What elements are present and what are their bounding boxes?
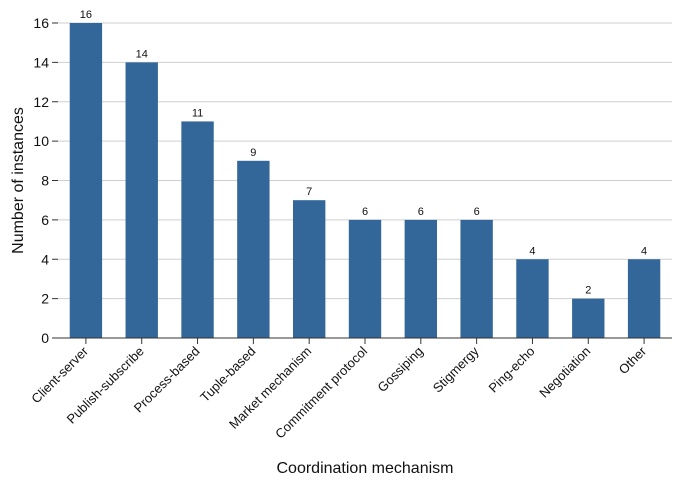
bar <box>125 62 158 338</box>
bar <box>460 219 493 338</box>
x-tick-label: Tuple-based <box>197 344 258 405</box>
data-label: 4 <box>529 245 535 257</box>
x-axis-title: Coordination mechanism <box>277 460 454 477</box>
bar <box>348 219 382 338</box>
bar <box>292 200 326 338</box>
data-label: 14 <box>136 48 148 60</box>
data-label: 4 <box>641 245 647 257</box>
data-label: 6 <box>362 206 368 218</box>
y-tick-label: 16 <box>33 15 49 31</box>
y-tick-label: 6 <box>41 212 49 228</box>
y-axis-ticks: 0 2 4 6 8 10 12 14 16 <box>33 15 58 346</box>
bar <box>572 298 605 338</box>
x-tick-label: Gossiping <box>374 344 425 395</box>
bar <box>627 259 661 338</box>
x-tick-label: Commitment protocol <box>272 343 370 441</box>
bar <box>69 23 103 338</box>
data-label: 6 <box>418 206 424 218</box>
y-tick-label: 0 <box>41 330 49 346</box>
x-axis-ticks: Client-serverPublish-subscribeProcess-ba… <box>28 338 650 441</box>
data-label: 9 <box>250 147 256 159</box>
y-tick-label: 14 <box>33 54 49 70</box>
data-label: 11 <box>192 107 203 119</box>
x-tick-label: Stigmergy <box>430 343 482 395</box>
x-tick-label: Other <box>616 343 650 377</box>
data-label: 16 <box>80 9 92 21</box>
bar <box>404 219 438 338</box>
data-labels: 16 14 11 9 7 6 6 6 4 2 4 <box>80 9 647 297</box>
y-tick-label: 2 <box>41 291 49 307</box>
x-tick-label: Negotiation <box>536 344 593 401</box>
y-tick-label: 12 <box>33 94 49 110</box>
bar <box>516 259 549 338</box>
y-axis-title: Number of instances <box>10 107 27 254</box>
bar <box>237 160 270 338</box>
data-label: 2 <box>585 285 591 297</box>
data-label: 6 <box>474 206 480 218</box>
data-label: 7 <box>306 186 312 198</box>
bar <box>181 121 214 338</box>
y-tick-label: 8 <box>41 173 49 189</box>
y-tick-label: 10 <box>33 133 49 149</box>
bars <box>69 23 661 338</box>
y-tick-label: 4 <box>41 251 49 267</box>
x-tick-label: Ping-echo <box>486 344 538 396</box>
